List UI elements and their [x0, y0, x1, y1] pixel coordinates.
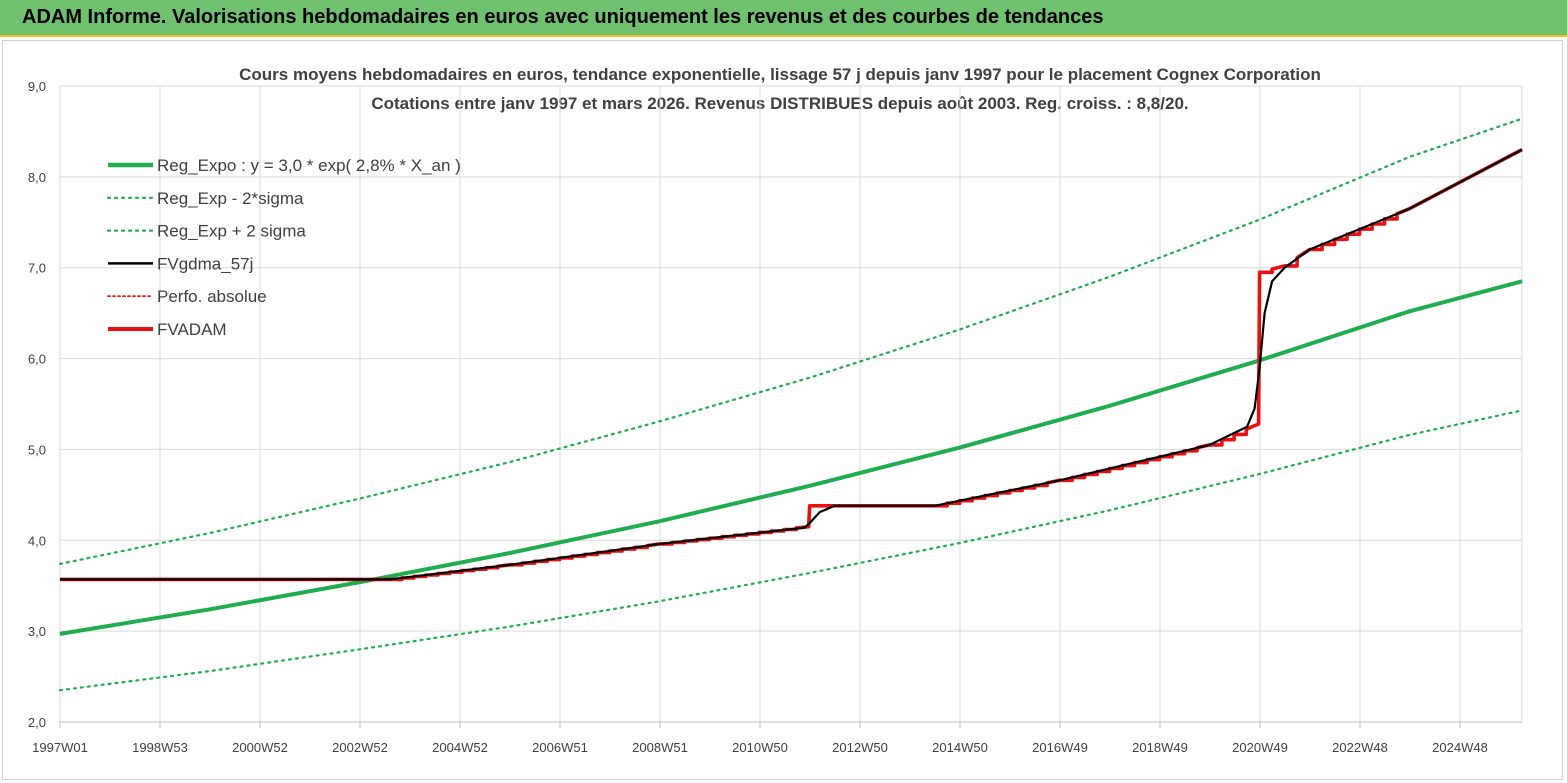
x-tick-label: 2022W48 [1332, 740, 1388, 755]
x-tick-label: 2020W49 [1232, 740, 1288, 755]
x-tick-label: 1997W01 [32, 740, 88, 755]
series-line [58, 117, 1524, 565]
chart-frame [2, 40, 1563, 780]
x-tick-label: 2010W50 [732, 740, 788, 755]
legend-label: Perfo. absolue [157, 287, 267, 306]
series-line [60, 148, 1523, 581]
y-tick-label: 4,0 [28, 533, 46, 548]
chart-subtitle: Cotations entre janv 1997 et mars 2026. … [371, 94, 1188, 113]
x-tick-label: 2000W52 [232, 740, 288, 755]
y-axis: 2,0 3,0 4,0 5,0 6,0 7,0 8,0 9,0 [28, 79, 46, 730]
series-line [60, 148, 1523, 582]
x-tick-label: 2016W49 [1032, 740, 1088, 755]
chart-legend: Reg_Expo : y = 3,0 * exp( 2,8% * X_an ) R… [106, 156, 461, 339]
x-tick-label: 2012W50 [832, 740, 888, 755]
y-tick-label: 5,0 [28, 442, 46, 457]
x-tick-label: 2002W52 [332, 740, 388, 755]
x-tick-label: 2006W51 [532, 740, 588, 755]
y-tick-label: 7,0 [28, 261, 46, 276]
legend-label: FVADAM [157, 320, 227, 339]
legend-label: Reg_Exp + 2 sigma [157, 222, 306, 241]
x-tick-label: 2024W48 [1432, 740, 1488, 755]
y-tick-label: 2,0 [28, 715, 46, 730]
grid-layer [59, 85, 1523, 728]
page-title: ADAM Informe. Valorisations hebdomadaire… [22, 6, 1104, 28]
y-tick-label: 6,0 [28, 352, 46, 367]
legend-label: FVgdma_57j [157, 254, 253, 273]
legend-label: Reg_Expo : y = 3,0 * exp( 2,8% * X_an ) [157, 156, 461, 175]
x-axis: 1997W01 1998W53 2000W52 2002W52 2004W52 2006W… [32, 740, 1488, 755]
series-line [58, 409, 1524, 692]
x-tick-label: 2018W49 [1132, 740, 1188, 755]
y-tick-label: 3,0 [28, 624, 46, 639]
header-bar: ADAM Informe. Valorisations hebdomadaire… [0, 0, 1567, 37]
x-tick-label: 1998W53 [132, 740, 188, 755]
x-tick-label: 2014W50 [932, 740, 988, 755]
series-line [59, 279, 1523, 636]
legend-label: Reg_Exp - 2*sigma [157, 189, 304, 208]
chart-title: Cours moyens hebdomadaires en euros, ten… [239, 65, 1321, 84]
x-tick-label: 2008W51 [632, 740, 688, 755]
x-tick-label: 2004W52 [432, 740, 488, 755]
y-tick-label: 8,0 [28, 170, 46, 185]
y-tick-label: 9,0 [28, 79, 46, 94]
series-layer [58, 117, 1524, 692]
